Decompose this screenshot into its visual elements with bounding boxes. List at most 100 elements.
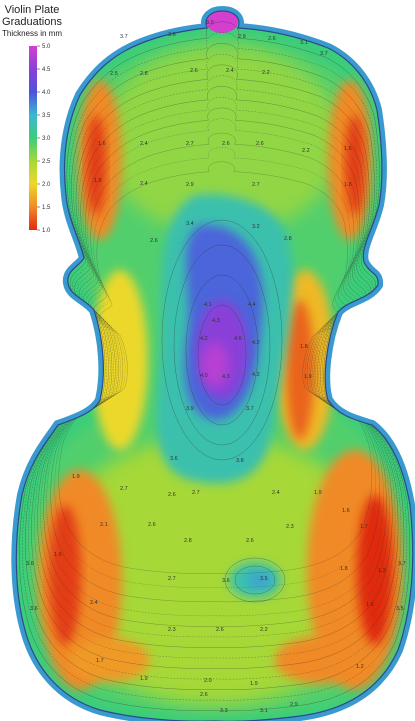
contour-label: 1.6	[342, 508, 350, 514]
colorbar-tick-label: 4.0	[42, 90, 51, 96]
contour-label: 2.9	[238, 34, 246, 40]
contour-label: 3.7	[246, 406, 254, 412]
contour-line	[31, 64, 399, 669]
contour-line	[58, 161, 372, 574]
field-center-core	[201, 343, 229, 387]
colorbar-tick-label: 2.0	[42, 182, 51, 188]
contour-label: 3.6	[30, 606, 38, 612]
contour-label: 2.1	[100, 522, 108, 528]
contour-line	[40, 96, 390, 638]
contour-line	[173, 244, 271, 446]
field-waist-right-red	[286, 300, 314, 440]
title-block: Violin Plate Graduations Thickness in mm	[0, 4, 64, 39]
contour-label: 4.3	[212, 318, 220, 324]
contour-label: 2.2	[262, 70, 270, 76]
contour-label: 2.7	[120, 486, 128, 492]
contour-label: 2.7	[252, 182, 260, 188]
contour-line	[185, 274, 259, 426]
contour-label: 2.7	[186, 141, 194, 147]
contour-labels: 3.7 3.6 3.0 2.9 2.6 3.1 3.7 2.5 2.8 2.6 2.4 2.2 1.6 2…	[26, 20, 406, 714]
contour-label: 4.4	[248, 302, 256, 308]
contour-label: 3.6	[222, 578, 230, 584]
colorbar-tick-label: 4.5	[42, 67, 51, 73]
chart-title-line1: Violin Plate	[4, 4, 60, 16]
colorbar-tick-label: 3.5	[42, 113, 51, 119]
contour-label: 3.5	[260, 576, 268, 582]
contour-label: 3.2	[252, 224, 260, 230]
contour-label: 1.9	[314, 490, 322, 496]
contour-label: 2.2	[302, 148, 310, 154]
contour-label: 2.7	[192, 490, 200, 496]
contour-label: 2.9	[290, 702, 298, 708]
contour-label: 2.2	[260, 627, 268, 633]
contour-label: 2.6	[190, 68, 198, 74]
contour-label: 2.3	[168, 627, 176, 633]
contour-line	[37, 86, 393, 648]
contour-label: 2.6	[148, 522, 156, 528]
contour-label: 2.8	[140, 71, 148, 77]
contour-line	[224, 557, 286, 603]
contour-label: 2.4	[90, 600, 98, 606]
contour-label: 2.4	[140, 181, 148, 187]
thickness-field	[16, 11, 413, 721]
contour-label: 2.6	[222, 141, 230, 147]
contour-label: 2.0	[204, 678, 212, 684]
contour-line	[25, 43, 405, 690]
field-lower-left-corner	[70, 638, 150, 682]
contour-label: 3.5	[396, 606, 404, 612]
field-upper-right-red	[345, 115, 365, 215]
contour-label: 1.9	[140, 676, 148, 682]
contour-label: 3.6	[170, 456, 178, 462]
contour-label: 4.0	[200, 373, 208, 379]
contour-label: 1.6	[344, 146, 352, 152]
contour-label: 2.6	[168, 492, 176, 498]
colorbar-tick-label: 3.0	[42, 136, 51, 142]
contour-label: 1.7	[360, 524, 368, 530]
contour-label: 2.6	[216, 627, 224, 633]
contour-label: 2.6	[246, 538, 254, 544]
plate-outline	[15, 10, 414, 721]
contour-label: 2.8	[184, 538, 192, 544]
contour-label: 2.7	[168, 576, 176, 582]
contour-label: 1.9	[72, 474, 80, 480]
field-lower-blue	[248, 572, 272, 588]
chart-title-line2: Graduations	[2, 16, 62, 28]
colorbar-gradient	[29, 46, 37, 230]
field-lower-left-red	[49, 505, 81, 645]
contour-line	[19, 21, 410, 712]
contour-line	[234, 565, 276, 595]
contour-label: 3.6	[26, 561, 34, 567]
contour-label: 1.8	[94, 178, 102, 184]
contour-label: 3.1	[260, 708, 268, 714]
contour-label: 2.4	[140, 141, 148, 147]
contour-label: 3.0	[206, 20, 214, 26]
contour-label: 3.1	[300, 40, 308, 46]
field-lower-right-red	[357, 495, 393, 645]
colorbar-tick-label: 2.5	[42, 159, 51, 165]
contour-line	[46, 118, 384, 617]
contour-label: 1.6	[366, 602, 374, 608]
contour-label: 3.6	[168, 32, 176, 38]
contour-label: 3.9	[186, 406, 194, 412]
contour-label: 1.8	[300, 344, 308, 350]
contour-label: 2.9	[186, 182, 194, 188]
contour-label: 3.7	[120, 34, 128, 40]
contour-label: 3.3	[220, 708, 228, 714]
colorbar-tick-label: 1.0	[42, 228, 51, 234]
contour-line	[50, 132, 380, 603]
contour-label: 1.3	[378, 568, 386, 574]
contour-label: 2.6	[150, 238, 158, 244]
contour-label: 2.8	[284, 236, 292, 242]
contour-label: 3.7	[320, 51, 328, 57]
field-lower-right-corner	[275, 636, 365, 684]
contour-label: 4.2	[252, 372, 260, 378]
contour-label: 2.4	[226, 68, 234, 74]
contour-line	[197, 304, 247, 406]
contour-label: 3.7	[398, 561, 406, 567]
contour-label: 2.6	[256, 141, 264, 147]
contour-label: 1.8	[344, 182, 352, 188]
contour-lines	[19, 21, 410, 712]
contour-label: 2.3	[286, 524, 294, 530]
contour-label: 2.6	[268, 36, 276, 42]
